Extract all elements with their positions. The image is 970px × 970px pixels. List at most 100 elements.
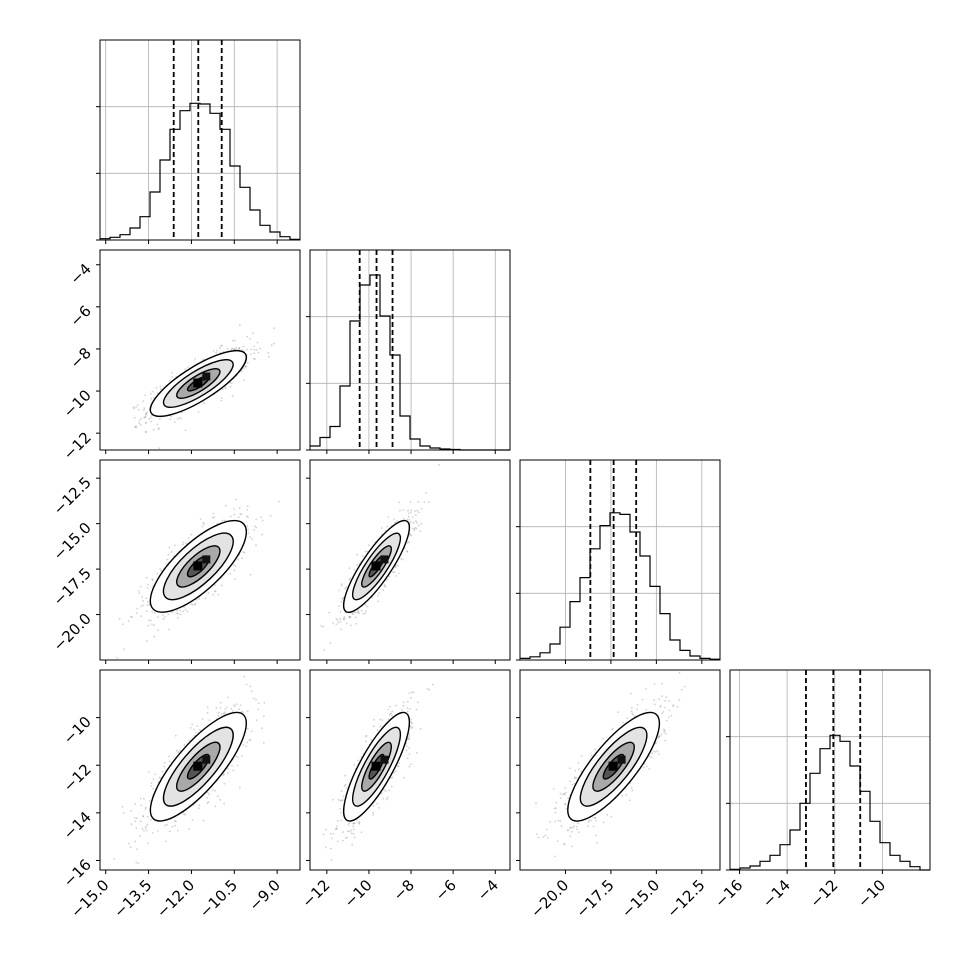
scatter-point (192, 804, 195, 807)
scatter-point (175, 749, 178, 752)
scatter-point (170, 550, 173, 553)
scatter-point (142, 400, 145, 403)
scatter-point (238, 708, 241, 711)
scatter-point (250, 730, 253, 733)
density-peak (202, 372, 211, 381)
scatter-point (145, 421, 148, 424)
scatter-point (180, 411, 183, 414)
scatter-point (662, 728, 665, 731)
scatter-point (353, 611, 356, 614)
scatter-point (207, 791, 209, 794)
density-content (322, 683, 434, 861)
scatter-point (215, 351, 218, 354)
scatter-point (197, 410, 200, 413)
scatter-point (340, 583, 343, 585)
scatter-point (353, 822, 355, 825)
scatter-point (408, 541, 410, 543)
scatter-point (176, 418, 179, 420)
scatter-point (168, 628, 170, 631)
scatter-point (229, 515, 232, 518)
scatter-point (341, 799, 344, 801)
scatter-point (227, 772, 229, 775)
scatter-point (249, 739, 252, 741)
scatter-point (238, 347, 241, 350)
scatter-point (361, 555, 364, 557)
scatter-point (570, 845, 573, 848)
panel-frame (309, 459, 511, 661)
scatter-point (251, 332, 254, 335)
scatter-point (212, 512, 215, 515)
density-content (535, 672, 686, 858)
scatter-point (173, 421, 176, 424)
scatter-point (145, 576, 148, 579)
scatter-point (224, 711, 227, 714)
scatter-point (393, 518, 396, 521)
scatter-point (348, 822, 350, 825)
scatter-point (177, 617, 179, 619)
scatter-point (174, 544, 176, 547)
scatter-point (212, 789, 214, 792)
density-content (132, 324, 275, 450)
scatter-point (595, 819, 597, 822)
scatter-point (167, 553, 170, 556)
histogram-panel (306, 249, 511, 454)
scatter-point (654, 703, 656, 706)
scatter-point (261, 519, 264, 522)
scatter-point (261, 533, 264, 536)
scatter-point (198, 804, 201, 807)
scatter-point (243, 675, 246, 678)
scatter-point (241, 349, 243, 351)
panel-frame (99, 249, 301, 451)
scatter-point (145, 597, 148, 600)
scatter-point (207, 592, 210, 594)
scatter-point (220, 713, 223, 715)
scatter-point (330, 837, 333, 840)
scatter-point (636, 703, 639, 706)
scatter-point (259, 347, 262, 350)
scatter-point (127, 620, 130, 622)
scatter-point (148, 418, 151, 420)
scatter-point (340, 799, 343, 802)
scatter-point (406, 757, 409, 760)
scatter-point (204, 597, 207, 600)
scatter-point (221, 344, 223, 347)
scatter-point (340, 811, 342, 814)
density-panel (306, 459, 511, 664)
scatter-point (225, 706, 228, 709)
scatter-point (233, 347, 236, 350)
histogram-panel (96, 39, 301, 244)
histogram-step (730, 734, 930, 871)
scatter-point (133, 817, 136, 819)
scatter-point (174, 824, 177, 827)
scatter-point (146, 823, 149, 826)
scatter-point (416, 521, 418, 524)
scatter-point (133, 407, 136, 410)
scatter-point (372, 805, 375, 807)
scatter-point (537, 836, 540, 839)
scatter-point (150, 397, 153, 400)
scatter-point (223, 519, 226, 522)
scatter-point (166, 558, 169, 561)
scatter-point (218, 347, 221, 350)
scatter-point (242, 379, 245, 382)
scatter-point (248, 738, 251, 741)
scatter-point (329, 642, 332, 645)
density-peak (371, 561, 381, 571)
scatter-point (273, 342, 275, 345)
scatter-point (191, 723, 194, 726)
scatter-point (373, 719, 375, 721)
scatter-point (350, 829, 353, 832)
scatter-point (224, 387, 227, 390)
density-panel (516, 669, 721, 874)
scatter-point (113, 857, 115, 860)
scatter-point (219, 701, 222, 704)
scatter-point (254, 525, 256, 527)
scatter-point (144, 431, 147, 434)
scatter-point (140, 820, 142, 823)
scatter-point (197, 807, 200, 810)
scatter-point (159, 385, 162, 388)
scatter-point (182, 610, 184, 613)
scatter-point (339, 610, 342, 613)
scatter-point (191, 603, 194, 606)
scatter-point (357, 611, 359, 614)
